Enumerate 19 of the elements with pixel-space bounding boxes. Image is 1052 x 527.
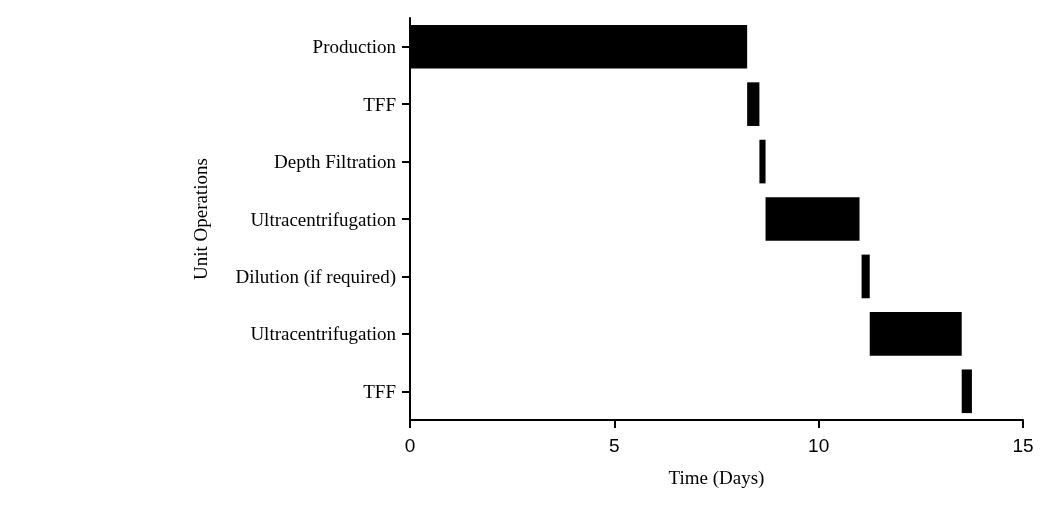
- y-tick-label: Ultracentrifugation: [250, 208, 397, 230]
- y-tick-label: Ultracentrifugation: [250, 323, 397, 345]
- bar: [765, 197, 860, 241]
- bar: [869, 312, 962, 356]
- y-axis-title: Unit Operations: [190, 158, 211, 280]
- bar: [961, 369, 972, 414]
- y-tick-label: Depth Filtration: [274, 151, 397, 173]
- x-tick-label: 10: [808, 435, 830, 456]
- x-tick-label: 15: [1012, 435, 1034, 456]
- y-tick-label: Dilution (if required): [235, 265, 396, 288]
- y-tick-label: Production: [312, 36, 397, 58]
- bar: [747, 82, 760, 126]
- bar: [759, 139, 766, 184]
- y-tick-label: TFF: [363, 93, 396, 115]
- x-tick-label: 0: [404, 435, 416, 456]
- x-axis-title: Time (Days): [668, 467, 765, 489]
- y-tick-label: TFF: [363, 380, 396, 402]
- x-tick-label: 5: [609, 435, 620, 456]
- bar: [861, 254, 870, 299]
